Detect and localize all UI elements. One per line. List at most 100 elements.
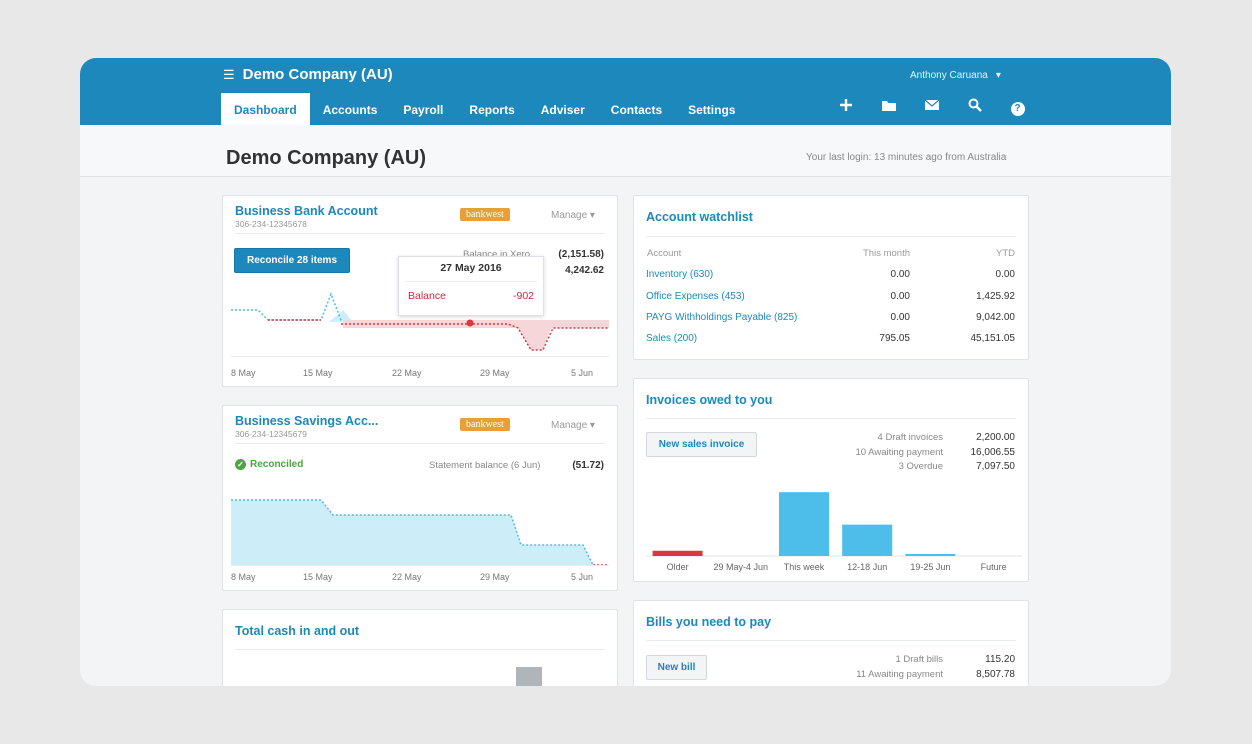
x-axis-label: 15 May (303, 368, 333, 378)
x-tick-label: Future (981, 562, 1007, 572)
invoice-bar[interactable] (652, 550, 703, 556)
invoice-bar[interactable] (779, 492, 829, 556)
tab-reports[interactable]: Reports (469, 103, 515, 117)
x-tick-label: This week (784, 562, 825, 572)
divider (235, 443, 605, 444)
user-name: Anthony Caruana (910, 70, 988, 81)
watchlist-title[interactable]: Account watchlist (646, 210, 753, 224)
manage-menu[interactable]: Manage ▾ (551, 210, 595, 221)
cash-bar (516, 667, 542, 686)
savings-account-number: 306-234-12345679 (235, 429, 307, 439)
draft-bills-link[interactable]: 1 Draft bills (895, 654, 943, 665)
invoices-card: Invoices owed to you New sales invoice 4… (633, 378, 1029, 582)
column-header-ytd: YTD (996, 248, 1015, 259)
new-bill-button[interactable]: New bill (646, 655, 707, 680)
search-icon[interactable] (953, 98, 996, 116)
tooltip-date: 27 May 2016 (440, 262, 502, 274)
draft-bills-value: 115.20 (985, 654, 1015, 665)
xero-window: ☰ Demo Company (AU) Anthony Caruana ▾ Da… (80, 58, 1171, 686)
watchlist-month-value: 795.05 (879, 333, 910, 344)
x-axis-label: 15 May (303, 572, 333, 582)
page-title: Demo Company (AU) (226, 147, 427, 169)
x-axis-label: 8 May (231, 368, 256, 378)
bank-account-title[interactable]: Business Bank Account (235, 204, 378, 218)
reconciled-label: Reconciled (250, 459, 304, 470)
draft-invoices-link[interactable]: 4 Draft invoices (877, 432, 943, 443)
x-axis-label: 22 May (392, 368, 422, 378)
new-sales-invoice-button[interactable]: New sales invoice (646, 432, 757, 457)
savings-account-title[interactable]: Business Savings Acc... (235, 414, 379, 428)
cash-title[interactable]: Total cash in and out (235, 624, 360, 638)
watchlist-month-value: 0.00 (890, 269, 910, 280)
last-login-text: Your last login: 13 minutes ago from Aus… (806, 152, 1007, 163)
invoice-bar[interactable] (905, 554, 956, 556)
tab-contacts[interactable]: Contacts (610, 103, 663, 117)
draft-invoices-value: 2,200.00 (976, 432, 1015, 443)
x-axis-label: 22 May (392, 572, 422, 582)
awaiting-bills-value: 8,507.78 (976, 669, 1015, 680)
watchlist-ytd-value: 1,425.92 (976, 291, 1015, 302)
watchlist-account-link[interactable]: Office Expenses (453) (646, 291, 745, 302)
watchlist-account-link[interactable]: Sales (200) (646, 333, 698, 344)
balance-in-xero: (2,151.58) (558, 249, 604, 260)
divider (405, 281, 537, 282)
reconcile-button[interactable]: Reconcile 28 items (234, 248, 350, 273)
bank-balance-chart (231, 291, 609, 351)
tab-dashboard[interactable]: Dashboard (221, 93, 310, 125)
tab-payroll[interactable]: Payroll (403, 103, 444, 117)
divider (646, 236, 1016, 237)
check-icon: ✓ (235, 459, 246, 470)
x-tick-label: 19-25 Jun (910, 562, 950, 572)
watchlist-ytd-value: 45,151.05 (970, 333, 1016, 344)
bankwest-logo: bankwest (460, 208, 510, 221)
folder-icon[interactable] (867, 98, 910, 116)
x-axis-label: 29 May (480, 572, 510, 582)
tab-settings[interactable]: Settings (688, 103, 736, 117)
column-header-month: This month (863, 248, 910, 259)
bank-account-number: 306-234-12345678 (235, 219, 307, 229)
manage-menu[interactable]: Manage ▾ (551, 420, 595, 431)
balance-label: Balance in Xero (463, 249, 531, 260)
invoices-bar-chart: Older 29 May-4 Jun This week 12-18 Jun 19-25… (646, 492, 1022, 572)
divider (646, 640, 1016, 641)
x-tick-label: Older (667, 562, 689, 572)
watchlist-account-link[interactable]: Inventory (630) (646, 269, 714, 280)
divider (231, 565, 609, 566)
bills-card: Bills you need to pay New bill 1 Draft b… (633, 600, 1029, 686)
company-switcher[interactable]: ☰ Demo Company (AU) (223, 66, 393, 83)
bankwest-logo: bankwest (460, 418, 510, 431)
cash-card: Total cash in and out (222, 609, 618, 686)
company-name: Demo Company (AU) (242, 66, 393, 83)
divider (231, 356, 609, 357)
x-axis-label: 5 Jun (571, 368, 594, 378)
bank-account-card: Business Bank Account 306-234-12345678 b… (222, 195, 618, 387)
x-tick-label: 29 May-4 Jun (714, 562, 769, 572)
statement-label: Statement balance (6 Jun) (429, 460, 541, 471)
savings-balance-chart (231, 499, 609, 566)
mail-icon[interactable] (910, 98, 953, 116)
watchlist-ytd-value: 9,042.00 (976, 312, 1015, 323)
statement-value: (51.72) (572, 460, 604, 471)
tooltip-value: -902 (512, 290, 534, 302)
bills-title[interactable]: Bills you need to pay (646, 615, 772, 629)
tab-accounts[interactable]: Accounts (322, 103, 378, 117)
tab-adviser[interactable]: Adviser (540, 103, 585, 117)
main-nav: Dashboard Accounts Payroll Reports Advis… (221, 93, 748, 125)
awaiting-payment-link[interactable]: 10 Awaiting payment (855, 447, 944, 458)
tooltip-label: Balance (408, 290, 446, 302)
invoices-title[interactable]: Invoices owed to you (646, 393, 773, 407)
divider (235, 649, 605, 650)
chart-tooltip: 27 May 2016 Balance -902 (398, 256, 544, 316)
add-icon[interactable] (824, 98, 867, 116)
watchlist-ytd-value: 0.00 (995, 269, 1015, 280)
awaiting-bills-link[interactable]: 11 Awaiting payment (856, 669, 943, 680)
watchlist-account-link[interactable]: PAYG Withholdings Payable (825) (646, 312, 798, 323)
chevron-down-icon: ▾ (995, 70, 1001, 81)
x-tick-label: 12-18 Jun (847, 562, 887, 572)
invoice-bar[interactable] (842, 524, 893, 556)
user-menu[interactable]: Anthony Caruana ▾ (910, 70, 1001, 81)
overdue-link[interactable]: 3 Overdue (898, 461, 943, 472)
help-icon[interactable]: ? (996, 98, 1039, 116)
watchlist-card: Account watchlist Account This month YTD… (633, 195, 1029, 360)
column-header-account: Account (647, 248, 682, 259)
